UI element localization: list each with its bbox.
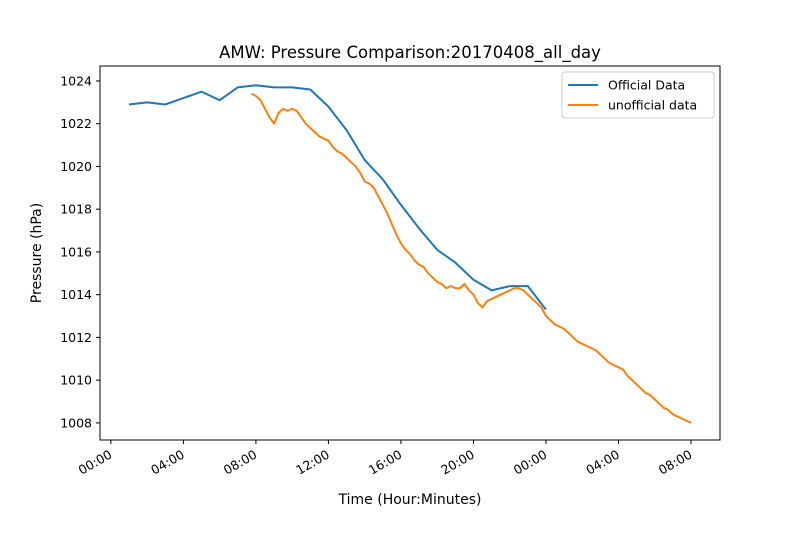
y-tick-label: 1018 — [60, 202, 92, 217]
plot-lines — [128, 84, 692, 424]
y-axis-label: Pressure (hPa) — [29, 203, 45, 303]
y-tick-label: 1024 — [60, 73, 92, 88]
legend-box — [561, 71, 715, 119]
legend: Official Data unofficial data — [561, 71, 715, 119]
plot-area-frame — [99, 65, 721, 441]
y-tick-label: 1012 — [60, 330, 92, 345]
y-tick-label: 1022 — [60, 116, 92, 131]
chart-title: AMW: Pressure Comparison:20170408_all_da… — [219, 43, 601, 63]
y-tick-label: 1008 — [60, 415, 92, 430]
y-axis: 1008 1010 1012 1014 1016 1018 1020 1022 1024 — [60, 73, 100, 430]
y-tick-label: 1020 — [60, 159, 92, 174]
series-line-0 — [128, 84, 547, 311]
y-tick-label: 1014 — [60, 287, 92, 302]
series-line-1 — [250, 92, 692, 424]
y-tick-label: 1016 — [60, 244, 92, 259]
y-tick-label: 1010 — [60, 373, 92, 388]
legend-label-0: Official Data — [608, 78, 685, 93]
x-axis-label: Time (Hour:Minutes) — [338, 492, 482, 508]
legend-label-1: unofficial data — [608, 98, 697, 113]
